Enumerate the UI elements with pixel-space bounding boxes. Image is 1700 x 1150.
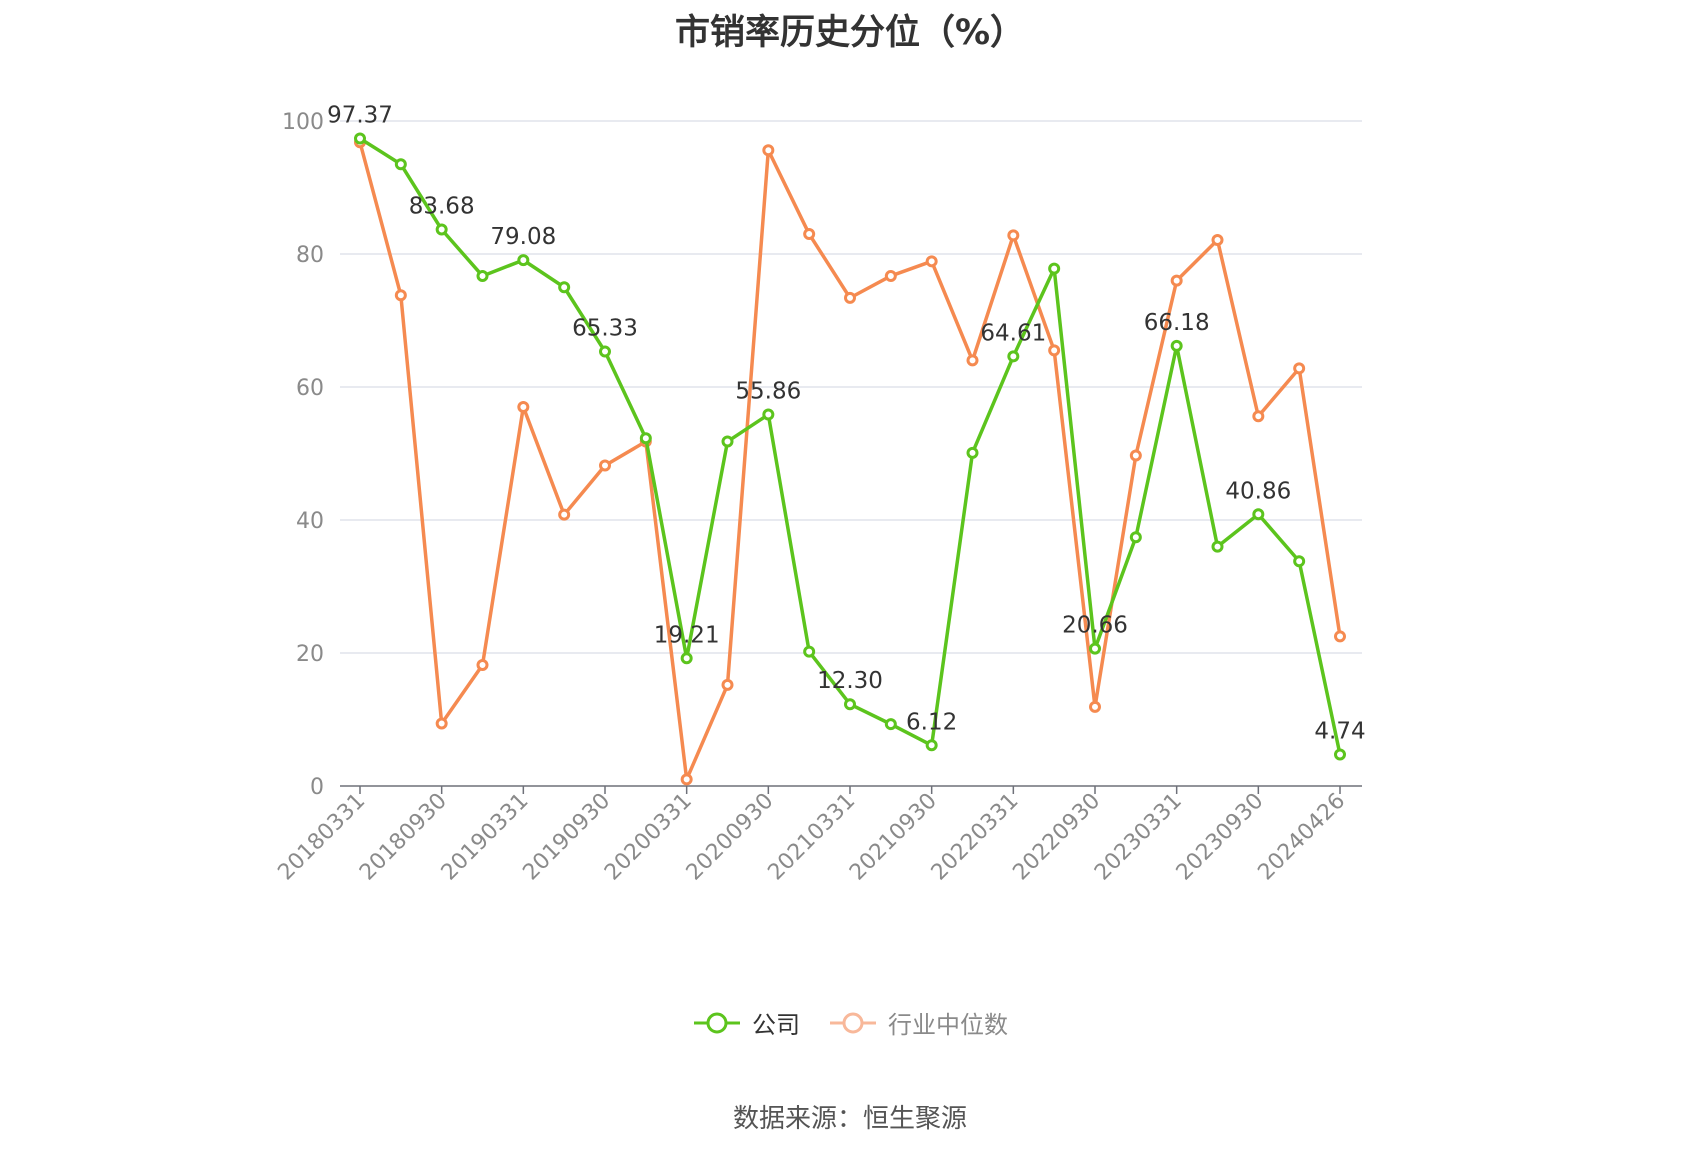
legend-line-circle-icon [830, 1012, 876, 1033]
company-point[interactable] [1211, 540, 1224, 553]
company-point[interactable] [1048, 262, 1061, 275]
company-point[interactable] [762, 408, 775, 421]
company-data-label: 97.37 [327, 102, 393, 128]
company-data-label: 19.21 [654, 622, 720, 648]
company-data-label: 65.33 [572, 316, 638, 342]
company-point[interactable] [476, 269, 489, 282]
company-point[interactable] [1089, 642, 1101, 655]
legend-label-industry: 行业中位数 [888, 1011, 1008, 1039]
company-point[interactable] [517, 254, 530, 267]
company-point[interactable] [844, 698, 856, 711]
industry-point[interactable] [721, 678, 734, 691]
company-data-label: 64.61 [980, 320, 1046, 346]
industry-point[interactable] [1334, 630, 1346, 643]
y-tick-label: 40 [296, 509, 324, 534]
company-data-label: 55.86 [735, 379, 801, 405]
x-tick-label: 20240426 [1253, 789, 1350, 886]
industry-point[interactable] [1293, 362, 1306, 375]
legend-label-company: 公司 [752, 1011, 800, 1039]
x-tick-label: 20200930 [682, 789, 779, 886]
legend-item-industry[interactable]: 行业中位数 [828, 1005, 1008, 1040]
company-point[interactable] [925, 739, 938, 752]
company-point[interactable] [1252, 508, 1265, 521]
y-axis-ticks: 0 20 40 60 80 100 [282, 110, 324, 800]
legend-item-company[interactable]: 公司 [692, 1005, 800, 1040]
data-labels: 97.37 83.68 79.08 65.33 19.21 55.86 12.30 6.12 6… [327, 102, 1366, 744]
grid-lines [340, 120, 1362, 654]
company-data-label: 40.86 [1225, 478, 1291, 504]
company-point[interactable] [354, 132, 366, 145]
x-tick-label: 20190331 [437, 789, 534, 886]
company-point[interactable] [1129, 531, 1142, 544]
company-data-label: 83.68 [409, 194, 475, 220]
x-tick-label: 20200331 [600, 789, 697, 886]
company-point[interactable] [1293, 555, 1306, 568]
company-point[interactable] [1007, 350, 1020, 363]
company-point[interactable] [558, 281, 571, 294]
x-tick-label: 20180331 [273, 789, 370, 886]
company-point[interactable] [884, 718, 897, 731]
industry-point[interactable] [1129, 449, 1142, 462]
industry-point[interactable] [517, 400, 530, 413]
company-point[interactable] [1170, 339, 1183, 352]
x-tick-label: 20220331 [927, 789, 1024, 886]
company-data-label: 79.08 [490, 224, 556, 250]
company-point[interactable] [435, 223, 448, 236]
industry-point[interactable] [1252, 410, 1265, 423]
industry-point[interactable] [803, 228, 816, 241]
y-tick-label: 0 [310, 775, 324, 800]
company-point[interactable] [639, 432, 652, 445]
legend: 公司 行业中位数 [0, 1005, 1700, 1040]
x-tick-label: 20180930 [355, 789, 452, 886]
industry-point[interactable] [966, 354, 979, 367]
y-tick-label: 60 [296, 376, 324, 401]
x-tick-label: 20230930 [1172, 789, 1269, 886]
line-chart: 0 20 40 60 80 100 201803312018093020190331201… [273, 102, 1366, 886]
company-point[interactable] [394, 158, 407, 171]
industry-point[interactable] [599, 459, 611, 472]
x-axis: 2018033120180930201903312019093020200331… [273, 785, 1362, 886]
company-point[interactable] [721, 435, 734, 448]
y-tick-label: 100 [282, 110, 324, 135]
company-data-label: 20.66 [1062, 613, 1128, 639]
industry-point[interactable] [680, 773, 693, 786]
y-tick-label: 80 [296, 243, 324, 268]
industry-point[interactable] [1211, 234, 1224, 247]
company-data-label: 4.74 [1314, 718, 1365, 744]
x-tick-label: 20230331 [1090, 789, 1187, 886]
chart-title: 市销率历史分位（%） [674, 13, 1026, 53]
industry-point[interactable] [1007, 229, 1020, 242]
company-point[interactable] [680, 652, 693, 665]
y-tick-label: 20 [296, 642, 324, 667]
company-point[interactable] [803, 645, 816, 658]
x-tick-label: 20210930 [845, 789, 942, 886]
industry-point[interactable] [925, 255, 938, 268]
industry-point[interactable] [762, 144, 775, 157]
industry-point[interactable] [394, 289, 407, 302]
x-tick-label: 20190930 [518, 789, 615, 886]
industry-point[interactable] [1048, 344, 1061, 357]
company-data-label: 6.12 [906, 709, 957, 735]
data-source: 数据来源：恒生聚源 [732, 1104, 967, 1134]
x-tick-label: 20210331 [763, 789, 860, 886]
industry-point[interactable] [1170, 274, 1183, 287]
company-point[interactable] [1334, 748, 1346, 761]
industry-point[interactable] [884, 269, 897, 282]
industry-point[interactable] [435, 717, 448, 730]
industry-point[interactable] [844, 291, 856, 304]
company-point[interactable] [966, 446, 979, 459]
company-data-label: 12.30 [817, 668, 883, 694]
industry-point[interactable] [476, 658, 489, 671]
company-data-label: 66.18 [1144, 310, 1210, 336]
industry-point[interactable] [1089, 700, 1101, 713]
x-tick-label: 20220930 [1008, 789, 1105, 886]
industry-point[interactable] [558, 508, 571, 521]
company-point[interactable] [599, 345, 611, 358]
legend-line-circle-icon [694, 1012, 740, 1033]
company-series[interactable] [354, 132, 1346, 761]
